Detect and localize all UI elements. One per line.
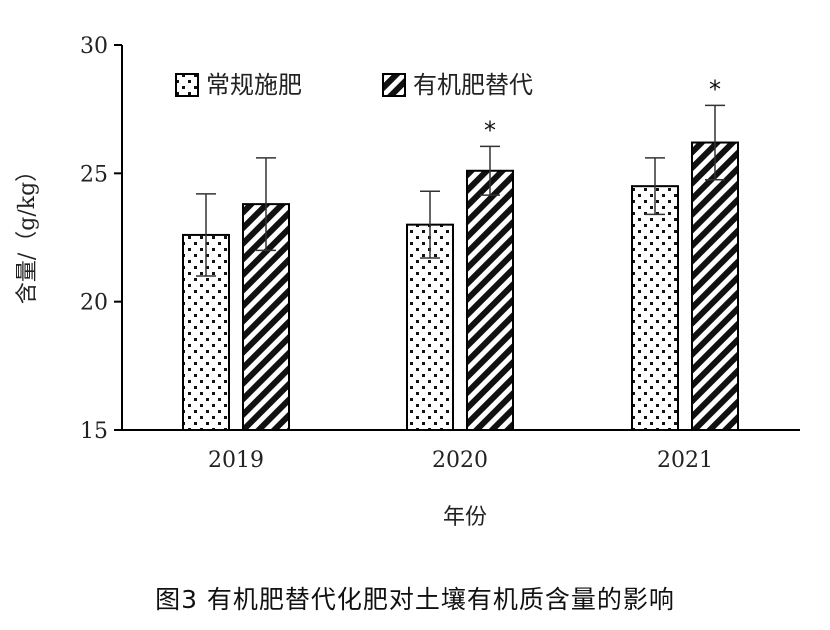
bar: [691, 141, 739, 432]
bar-chart: 15 20 25 30 2019 2020 * 2021 * 常规施肥 有机肥替代 含量/（g/…: [15, 34, 800, 530]
x-tick-label: 2020: [432, 448, 488, 473]
bar: [466, 169, 514, 431]
figure-caption: 图3 有机肥替代化肥对土壤有机质含量的影响: [155, 585, 675, 614]
x-tick-label: 2019: [208, 448, 264, 473]
significance-marker: *: [709, 75, 721, 103]
legend: 常规施肥 有机肥替代: [175, 71, 533, 99]
y-axis-label: 含量/（g/kg）: [15, 160, 40, 304]
x-axis-label: 年份: [443, 505, 487, 530]
significance-marker: *: [484, 116, 496, 144]
y-tick-label: 30: [80, 34, 108, 59]
axes: 15 20 25 30: [80, 34, 800, 444]
legend-label: 有机肥替代: [413, 71, 533, 99]
y-tick-label: 20: [80, 291, 108, 316]
x-tick-label: 2021: [657, 448, 713, 473]
y-tick-label: 15: [80, 419, 108, 444]
bar: [631, 185, 679, 431]
legend-label: 常规施肥: [206, 71, 302, 99]
legend-swatch: [175, 73, 199, 97]
bars: 2019 2020 * 2021 *: [182, 75, 739, 473]
legend-swatch: [382, 73, 406, 97]
y-tick-label: 25: [80, 162, 108, 187]
